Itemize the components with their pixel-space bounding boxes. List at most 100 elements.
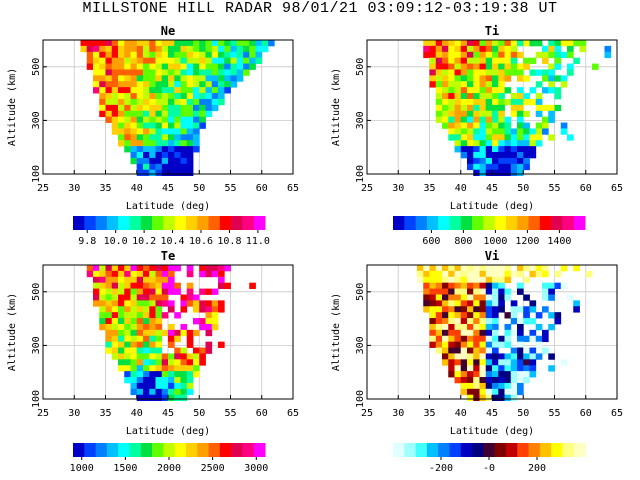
data-cell bbox=[479, 341, 487, 348]
data-cell bbox=[155, 294, 163, 301]
data-cell bbox=[535, 335, 543, 343]
data-cell bbox=[155, 163, 163, 171]
data-cell bbox=[454, 323, 462, 331]
data-cell bbox=[573, 306, 580, 313]
data-cell bbox=[118, 134, 125, 141]
data-cell bbox=[230, 57, 238, 64]
data-cell bbox=[161, 152, 169, 159]
data-cell bbox=[510, 128, 518, 135]
data-cell bbox=[510, 104, 518, 112]
data-cell bbox=[498, 365, 505, 372]
data-cell bbox=[460, 122, 468, 129]
colorbar-swatch bbox=[140, 216, 153, 230]
data-cell bbox=[454, 45, 462, 53]
data-cell bbox=[211, 93, 219, 100]
data-cell bbox=[460, 377, 468, 384]
data-cell bbox=[517, 329, 524, 337]
data-cell bbox=[130, 157, 138, 165]
data-cell bbox=[111, 288, 119, 295]
data-cell bbox=[186, 63, 194, 70]
data-cell bbox=[180, 152, 188, 159]
data-cell bbox=[249, 45, 256, 53]
data-cell bbox=[111, 75, 119, 82]
data-cell bbox=[205, 98, 213, 106]
data-cell bbox=[442, 75, 449, 82]
x-axis-label: Latitude (deg) bbox=[126, 201, 210, 212]
data-cell bbox=[111, 300, 119, 307]
data-cell bbox=[218, 306, 225, 313]
y-tick-label: 500 bbox=[355, 283, 366, 301]
data-cell bbox=[579, 40, 587, 47]
data-cell bbox=[498, 40, 505, 47]
data-cell bbox=[442, 69, 449, 76]
data-cell bbox=[448, 276, 455, 284]
data-cell bbox=[467, 75, 474, 82]
data-cell bbox=[211, 312, 219, 319]
data-cell bbox=[479, 93, 487, 100]
colorbar-swatch bbox=[208, 443, 221, 457]
x-tick-label: 65 bbox=[611, 183, 623, 194]
colorbar-tick-label: 10.8 bbox=[217, 236, 241, 247]
data-cell bbox=[485, 116, 493, 123]
data-cell bbox=[124, 87, 131, 94]
data-cell bbox=[548, 51, 555, 59]
data-cell bbox=[105, 98, 113, 106]
data-cell bbox=[161, 371, 169, 378]
data-cell bbox=[467, 116, 474, 123]
data-cell bbox=[111, 110, 119, 118]
data-cell bbox=[498, 134, 505, 141]
data-cell bbox=[517, 371, 524, 378]
data-cell bbox=[218, 57, 225, 64]
data-cell bbox=[124, 377, 131, 384]
data-cell bbox=[460, 388, 468, 396]
data-cell bbox=[149, 323, 156, 331]
data-cell bbox=[118, 359, 125, 366]
data-cell bbox=[186, 110, 194, 118]
data-cell bbox=[467, 306, 474, 313]
data-cell bbox=[124, 57, 131, 64]
colorbar-swatch bbox=[539, 443, 552, 457]
data-cell bbox=[523, 276, 530, 284]
data-cell bbox=[467, 329, 474, 337]
data-cell bbox=[186, 40, 194, 47]
data-cell bbox=[99, 312, 106, 319]
data-cell bbox=[498, 288, 505, 295]
data-cell bbox=[517, 157, 524, 165]
data-cell bbox=[492, 104, 499, 112]
data-cell bbox=[504, 134, 512, 141]
data-cell bbox=[193, 75, 200, 82]
data-cell bbox=[473, 371, 480, 378]
colorbar-swatch bbox=[253, 216, 266, 230]
data-cell bbox=[168, 323, 175, 331]
data-cell bbox=[143, 365, 150, 372]
data-cell bbox=[143, 276, 150, 284]
data-cell bbox=[523, 152, 530, 159]
data-cell bbox=[186, 288, 194, 295]
data-cell bbox=[199, 51, 206, 59]
data-cell bbox=[498, 87, 505, 94]
data-cell bbox=[149, 57, 156, 64]
data-cell bbox=[118, 63, 125, 70]
data-cell bbox=[155, 282, 163, 289]
panel-title: Te bbox=[161, 249, 175, 263]
data-cell bbox=[168, 134, 175, 141]
data-cell bbox=[180, 45, 188, 53]
data-cell bbox=[485, 51, 493, 59]
y-tick-label: 500 bbox=[31, 283, 42, 301]
data-cell bbox=[467, 69, 474, 76]
data-cell bbox=[492, 140, 499, 147]
data-cell bbox=[479, 63, 487, 70]
data-cell bbox=[479, 270, 487, 278]
data-cell bbox=[467, 134, 474, 141]
data-cell bbox=[174, 69, 181, 76]
data-cell bbox=[517, 140, 524, 147]
x-axis-label: Latitude (deg) bbox=[450, 201, 534, 212]
data-cell bbox=[498, 157, 505, 165]
data-cell bbox=[174, 359, 181, 366]
data-cell bbox=[467, 276, 474, 284]
data-cell bbox=[155, 75, 163, 82]
data-cell bbox=[523, 347, 530, 354]
data-cell bbox=[479, 318, 487, 325]
data-cell bbox=[523, 294, 530, 301]
